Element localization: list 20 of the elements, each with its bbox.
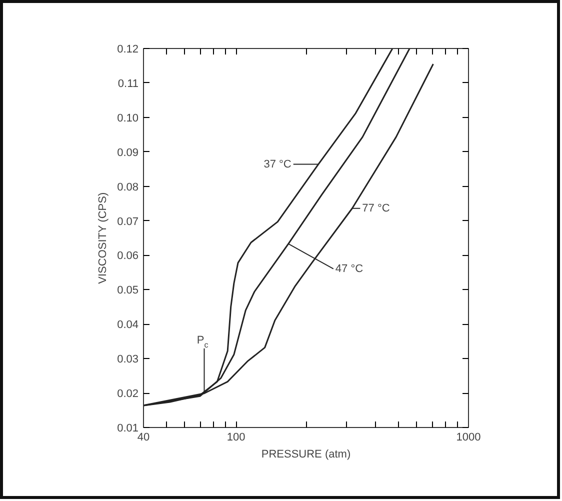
- annotation: 47 °C: [335, 262, 364, 275]
- y-tick-label: 0.04: [117, 319, 139, 332]
- annotation: 77 °C: [362, 202, 390, 214]
- y-tick-label: 0.07: [117, 216, 139, 228]
- y-axis-title: VISCOSITY (CPS): [97, 192, 110, 284]
- y-tick-label: 0.06: [117, 250, 139, 262]
- annotation: 37 °C: [264, 158, 292, 170]
- x-tick-label: 1000: [456, 432, 481, 444]
- x-tick-label: 100: [226, 432, 246, 444]
- y-tick-label: 0.05: [117, 284, 139, 297]
- y-tick-label: 0.12: [117, 44, 139, 56]
- y-tick-label: 0.09: [117, 146, 139, 159]
- y-tick-label: 0.10: [117, 112, 139, 124]
- y-tick-label: 0.02: [117, 388, 139, 400]
- x-axis-title: PRESSURE (atm): [261, 448, 351, 460]
- y-tick-label: 0.03: [117, 354, 139, 366]
- y-tick-label: 0.11: [118, 78, 138, 90]
- x-tick-label: 40: [137, 432, 150, 444]
- y-tick-label: 0.08: [117, 181, 139, 194]
- y-tick-label: 0.01: [117, 422, 139, 434]
